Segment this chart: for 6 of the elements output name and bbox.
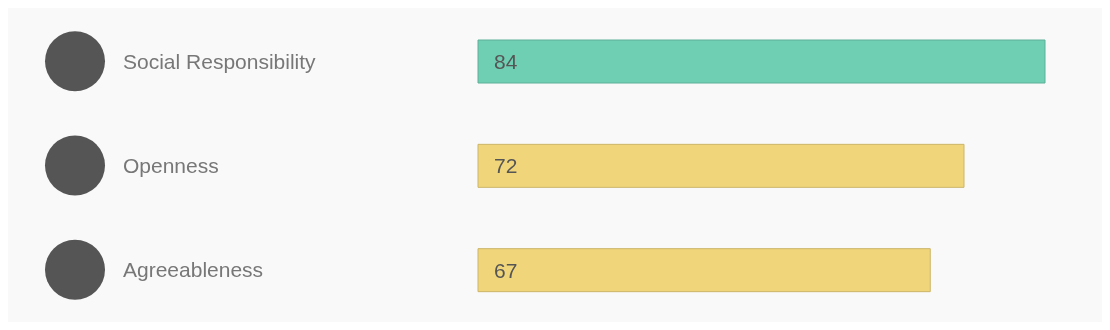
y-tick-label: Social Responsibility bbox=[123, 49, 317, 73]
data-label: 72 bbox=[494, 154, 518, 178]
y-tick-label: Openness bbox=[123, 153, 219, 177]
data-label: 84 bbox=[494, 49, 518, 73]
y-tick-label: Agreeableness bbox=[123, 258, 264, 282]
data-label: 67 bbox=[494, 258, 518, 282]
